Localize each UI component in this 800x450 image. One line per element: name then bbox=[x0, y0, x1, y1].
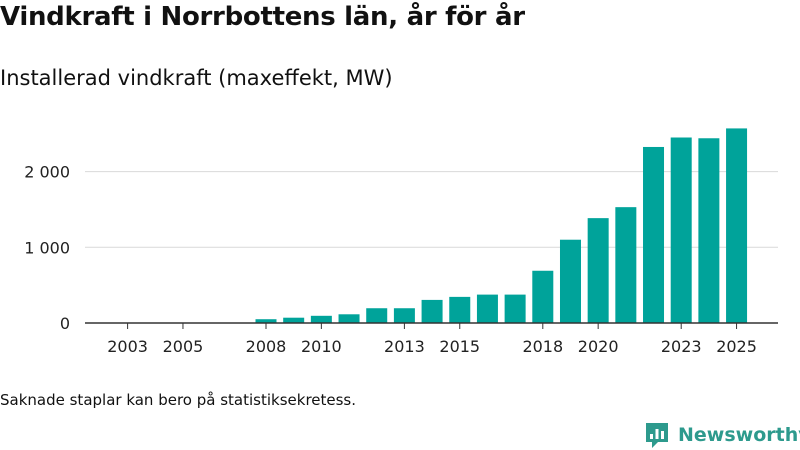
y-tick-label: 2 000 bbox=[24, 163, 70, 182]
bar bbox=[310, 315, 332, 323]
bar bbox=[421, 299, 443, 323]
x-tick-label: 2003 bbox=[107, 337, 148, 356]
bar bbox=[476, 294, 498, 323]
bar bbox=[504, 294, 526, 323]
bar bbox=[393, 308, 415, 323]
y-tick-label: 1 000 bbox=[24, 238, 70, 257]
bar bbox=[449, 296, 471, 323]
bar bbox=[615, 207, 637, 323]
bar bbox=[532, 270, 554, 323]
bar bbox=[559, 239, 581, 323]
chart-subtitle: Installerad vindkraft (maxeffekt, MW) bbox=[0, 66, 393, 90]
bar bbox=[255, 319, 277, 323]
chart-title: Vindkraft i Norrbottens län, år för år bbox=[0, 2, 525, 32]
footnote: Saknade staplar kan bero på statistiksek… bbox=[0, 391, 357, 409]
x-tick-label: 2008 bbox=[246, 337, 287, 356]
bar bbox=[670, 137, 692, 323]
bar bbox=[366, 308, 388, 323]
x-tick-label: 2020 bbox=[578, 337, 619, 356]
bar bbox=[283, 317, 305, 323]
y-tick-label: 0 bbox=[60, 314, 70, 333]
bar bbox=[338, 314, 360, 323]
x-tick-label: 2025 bbox=[716, 337, 757, 356]
x-tick-label: 2018 bbox=[522, 337, 563, 356]
x-tick-label: 2015 bbox=[439, 337, 480, 356]
brand-name: Newsworthy bbox=[678, 424, 800, 446]
newsworthy-logo-icon bbox=[646, 423, 668, 448]
brand-logo: Newsworthy bbox=[644, 421, 800, 449]
bar bbox=[698, 138, 720, 323]
x-tick-label: 2023 bbox=[661, 337, 702, 356]
bar bbox=[726, 128, 748, 323]
x-tick-label: 2005 bbox=[163, 337, 204, 356]
bar bbox=[643, 146, 665, 323]
x-tick-label: 2013 bbox=[384, 337, 425, 356]
x-tick-label: 2010 bbox=[301, 337, 342, 356]
bar bbox=[587, 218, 609, 323]
